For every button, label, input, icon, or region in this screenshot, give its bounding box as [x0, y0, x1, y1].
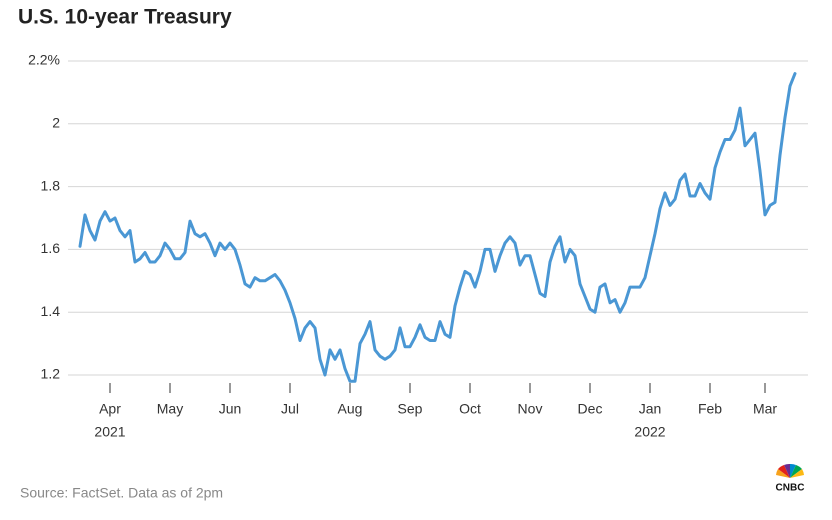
chart-title: U.S. 10-year Treasury — [18, 6, 232, 29]
y-tick-label: 1.4 — [41, 303, 61, 319]
logo-icon — [776, 463, 804, 478]
x-tick-label: Feb — [698, 401, 722, 417]
x-year-label: 2021 — [94, 424, 125, 440]
x-year-label: 2022 — [634, 424, 665, 440]
x-tick-label: Nov — [518, 401, 543, 417]
x-tick-label: Mar — [753, 401, 777, 417]
x-tick-label: Jul — [281, 401, 299, 417]
y-tick-label: 1.8 — [41, 177, 61, 193]
x-tick-label: Sep — [398, 401, 423, 417]
data-line — [78, 72, 797, 383]
y-tick-label: 2.2% — [28, 52, 60, 68]
x-tick-label: May — [157, 401, 183, 417]
y-tick-label: 1.2 — [41, 366, 61, 382]
x-tick-label: Oct — [459, 401, 481, 417]
x-tick-label: Jun — [219, 401, 242, 417]
x-tick-label: Apr — [99, 401, 121, 417]
y-tick-label: 2 — [52, 115, 60, 131]
x-tick-label: Aug — [338, 401, 363, 417]
source-note: Source: FactSet. Data as of 2pm — [20, 485, 223, 501]
logo-text: CNBC — [776, 483, 805, 494]
y-tick-label: 1.6 — [41, 240, 61, 256]
x-tick-label: Jan — [639, 401, 662, 417]
x-tick-label: Dec — [578, 401, 603, 417]
